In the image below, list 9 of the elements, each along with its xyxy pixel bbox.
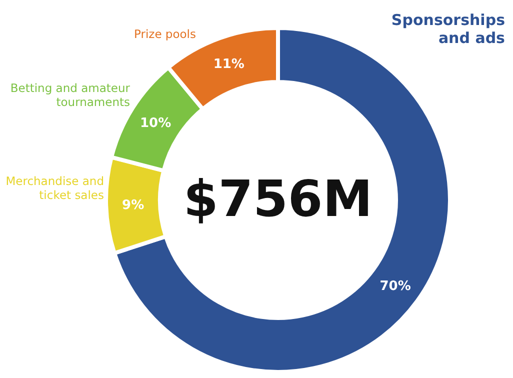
text: $756M xyxy=(184,170,372,228)
slice-label: Prize pools xyxy=(134,27,196,41)
slice-label: Merchandise and ticket sales xyxy=(6,174,104,202)
slice-label: Betting and amateur tournaments xyxy=(10,81,130,109)
data-label: 9% xyxy=(122,198,144,214)
data-label: 11% xyxy=(213,57,244,72)
data-label: 10% xyxy=(140,116,172,131)
slice-label: Sponsorships and ads xyxy=(391,11,506,47)
data-label: 70% xyxy=(380,278,411,294)
